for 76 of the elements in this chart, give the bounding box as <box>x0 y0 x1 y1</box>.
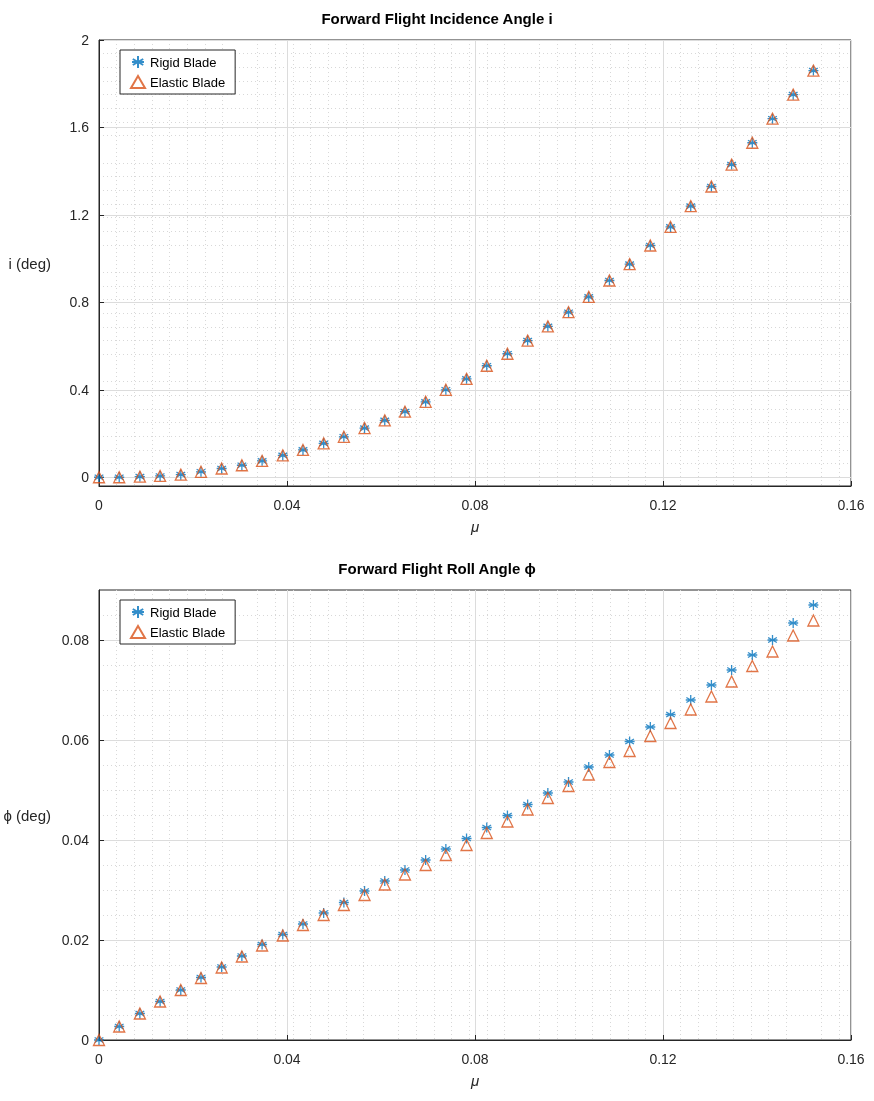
point <box>725 664 738 676</box>
y-tick-label: 2 <box>81 32 90 48</box>
x-tick-label: 0.16 <box>837 1051 865 1067</box>
point <box>664 716 677 730</box>
y-tick-label: 1.6 <box>69 119 90 136</box>
point <box>685 694 697 706</box>
x-tick-label: 0.04 <box>273 1051 301 1067</box>
point <box>787 629 800 642</box>
point <box>746 659 759 673</box>
x-tick-label: 0.08 <box>461 497 489 513</box>
point <box>623 744 636 758</box>
legend-label: Rigid Blade <box>150 54 217 70</box>
point <box>766 645 779 658</box>
x-tick-label: 0.12 <box>649 497 677 513</box>
y-tick-label: 0.02 <box>61 932 90 948</box>
x-tick-label: 0 <box>95 1051 104 1067</box>
point <box>583 761 595 773</box>
point <box>664 708 677 721</box>
x-tick-label: 0.12 <box>649 1051 677 1067</box>
point <box>420 854 432 866</box>
point <box>603 749 616 761</box>
point <box>358 885 371 897</box>
x-tick-label: 0.16 <box>837 497 865 513</box>
chart-title: Forward Flight Incidence Angle i <box>321 10 553 27</box>
point <box>399 864 411 876</box>
x-tick-label: 0.08 <box>461 1051 489 1067</box>
point <box>501 809 514 822</box>
point <box>725 675 738 688</box>
point <box>644 729 657 743</box>
y-tick-label: 0.4 <box>69 381 90 398</box>
point <box>379 875 391 887</box>
y-axis-title: ϕ (deg) <box>3 806 51 824</box>
point <box>541 791 554 805</box>
point <box>766 634 779 646</box>
point <box>603 755 616 769</box>
point <box>460 832 473 845</box>
point <box>419 858 432 872</box>
y-tick-label: 0 <box>81 469 90 486</box>
x-axis-title: μ <box>469 1072 480 1089</box>
point <box>440 843 452 855</box>
y-axis-title: i (deg) <box>8 254 51 272</box>
y-tick-label: 0 <box>81 1032 90 1048</box>
x-axis-title: μ <box>469 518 480 535</box>
y-tick-label: 0.04 <box>61 832 90 848</box>
point <box>480 826 493 840</box>
point <box>501 815 514 828</box>
point <box>746 649 758 661</box>
point <box>439 848 453 862</box>
point <box>460 838 473 852</box>
y-tick-label: 0.06 <box>61 732 90 748</box>
point <box>807 599 820 611</box>
legend-label: Elastic Blade <box>150 624 226 640</box>
chart-title: Forward Flight Roll Angle ϕ <box>338 560 536 577</box>
point <box>705 690 718 703</box>
point <box>582 768 595 781</box>
point <box>521 798 534 811</box>
x-tick-label: 0 <box>95 497 104 513</box>
x-tick-label: 0.04 <box>273 497 301 513</box>
point <box>684 703 697 716</box>
point <box>705 679 718 691</box>
point <box>481 821 493 834</box>
legend-label: Rigid Blade <box>150 604 217 620</box>
point <box>398 868 412 881</box>
point <box>378 878 391 891</box>
point <box>644 721 656 733</box>
y-tick-label: 0.8 <box>69 294 90 311</box>
point <box>521 803 534 816</box>
point <box>562 779 575 793</box>
legend-label: Elastic Blade <box>150 74 226 90</box>
point <box>807 614 820 627</box>
point <box>787 617 799 629</box>
y-tick-label: 0.08 <box>61 632 90 648</box>
point <box>358 888 371 902</box>
y-tick-label: 1.2 <box>69 206 90 223</box>
point <box>542 787 554 799</box>
point <box>562 776 575 788</box>
